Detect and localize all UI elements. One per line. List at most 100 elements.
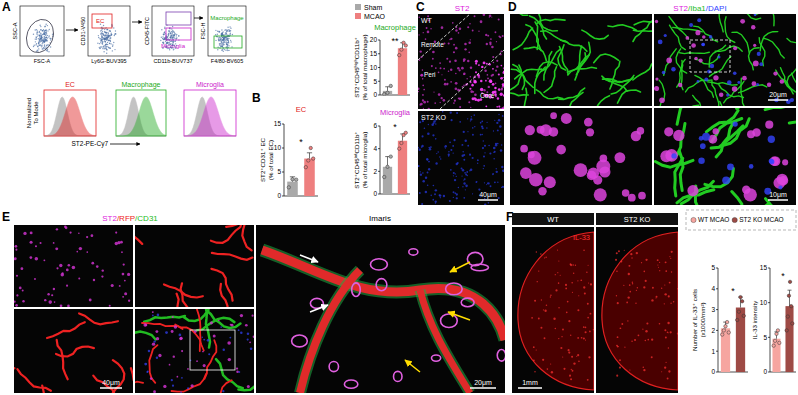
stain-label: /RFP [117, 214, 135, 223]
texture [422, 94, 424, 96]
event-dot [221, 32, 222, 33]
texture [435, 67, 437, 69]
tick-label: 15 [274, 120, 282, 127]
arrow [132, 22, 142, 23]
cell [467, 252, 483, 265]
texture [475, 71, 477, 73]
event-dot [107, 37, 108, 38]
texture [528, 151, 535, 158]
texture [449, 61, 451, 63]
tick-label: 1 [711, 348, 715, 355]
event-dot [230, 40, 231, 41]
texture [777, 174, 788, 185]
texture [449, 200, 451, 202]
axis-label: (% of total macrophage) [361, 34, 368, 100]
event-dot [40, 29, 41, 30]
event-dot [226, 44, 227, 45]
texture [464, 172, 466, 174]
event-dot [227, 30, 228, 31]
event-dot [171, 35, 172, 36]
texture [493, 147, 496, 150]
texture [431, 123, 434, 126]
texture [534, 300, 536, 302]
event-dot [172, 26, 173, 27]
event-dot [37, 35, 38, 36]
label: 20μm [474, 379, 492, 387]
texture [695, 75, 714, 97]
texture [709, 35, 713, 39]
texture [497, 129, 499, 131]
texture [498, 88, 501, 91]
texture [15, 245, 18, 248]
texture [513, 28, 533, 50]
event-dot [43, 33, 44, 34]
texture [593, 329, 594, 330]
histogram-curve [116, 97, 166, 136]
region-border [418, 14, 470, 60]
data-point [727, 331, 730, 334]
micrograph [418, 14, 504, 109]
texture [419, 192, 421, 194]
texture [443, 99, 446, 102]
axis-label: ST2⁺CD45ⁱⁿᵗCD11b⁺ [353, 131, 360, 188]
data-point [404, 44, 407, 47]
tick-label: 6 [373, 122, 377, 129]
data-point [789, 304, 792, 307]
texture [559, 88, 585, 99]
tick-label: 2 [373, 168, 377, 175]
event-dot [225, 37, 226, 38]
event-dot [43, 40, 44, 41]
texture [428, 161, 430, 163]
texture [501, 65, 503, 67]
texture [437, 151, 438, 152]
texture [489, 43, 491, 45]
event-dot [38, 38, 39, 39]
flow-frame [208, 6, 246, 56]
texture [643, 369, 645, 371]
event-dot [102, 39, 103, 40]
texture [655, 20, 658, 23]
event-dot [38, 43, 39, 44]
histogram-curve [44, 97, 96, 136]
event-dot [46, 40, 47, 41]
event-dot [104, 29, 105, 30]
event-dot [226, 46, 227, 47]
event-dot [106, 35, 107, 36]
texture [455, 87, 458, 90]
event-dot [107, 34, 108, 35]
event-dot [222, 43, 223, 44]
texture [434, 193, 436, 195]
texture [467, 175, 468, 176]
texture [205, 340, 217, 379]
texture [450, 119, 452, 121]
data-point [309, 146, 312, 149]
texture [20, 267, 23, 270]
texture [488, 202, 490, 204]
texture [588, 356, 590, 358]
event-dot [40, 35, 41, 36]
event-dot [46, 32, 47, 33]
event-dot [229, 26, 230, 27]
event-dot [36, 39, 37, 40]
texture [153, 390, 156, 393]
texture [495, 144, 497, 146]
event-dot [170, 33, 171, 34]
event-dot [45, 30, 46, 31]
texture [744, 188, 757, 201]
texture [503, 79, 504, 81]
texture [446, 58, 448, 60]
event-dot [170, 41, 171, 42]
event-dot [230, 41, 231, 42]
texture [418, 91, 419, 92]
event-dot [104, 39, 105, 40]
texture [222, 390, 224, 392]
texture [713, 75, 718, 80]
data-point [724, 325, 727, 328]
texture [102, 269, 104, 271]
texture [732, 86, 738, 92]
texture [86, 236, 88, 238]
event-dot [110, 43, 111, 44]
event-dot [168, 34, 169, 35]
texture [491, 16, 492, 17]
y-tick [768, 302, 770, 303]
